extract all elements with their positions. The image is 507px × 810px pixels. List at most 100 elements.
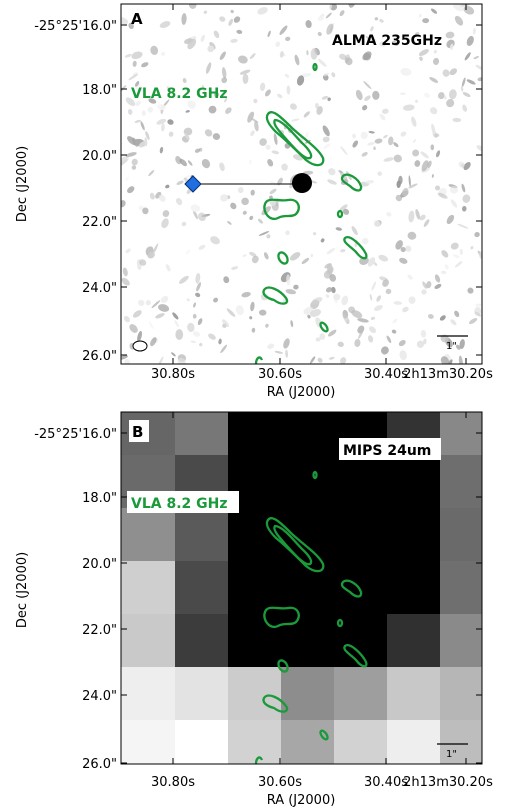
overlay-label: VLA 8.2 GHz [131, 86, 228, 102]
y-tick-label: 24.0" [82, 281, 117, 296]
mips-pixel [121, 667, 176, 721]
y-tick-label: 26.0" [82, 349, 117, 364]
contour [343, 236, 368, 260]
panel-b: 1" B MIPS 24um VLA 8.2 GHz -25°25'16.0" … [15, 411, 493, 808]
x-tick-label: 30.60s [258, 775, 302, 790]
y-tick-label: 20.0" [82, 557, 117, 572]
y-tick-label: 22.0" [82, 623, 117, 638]
mips-pixel [440, 614, 482, 668]
mips-pixel [440, 720, 482, 764]
mips-pixel [175, 561, 229, 615]
mips-pixel-map [121, 412, 482, 764]
mips-pixel [121, 508, 176, 562]
contour [265, 517, 325, 573]
mips-pixel [334, 720, 388, 764]
y-tick-label: 18.0" [82, 491, 117, 506]
contour [263, 606, 300, 629]
x-tick-label: 30.80s [151, 775, 195, 790]
x-tick-label: 30.40s [364, 775, 408, 790]
alma-noise-map [121, 4, 482, 364]
scale-label: 1" [446, 749, 457, 760]
x-tick-label: 2h13m30.20s [403, 367, 493, 382]
mips-pixel [175, 412, 229, 456]
panel-a: 1" A ALMA 235GHz VLA 8.2 GHz -25°25'16.0… [15, 3, 493, 400]
y-axis-label: Dec (J2000) [15, 552, 30, 628]
contour [262, 286, 289, 305]
mips-pixel [387, 508, 441, 562]
contour [262, 694, 289, 713]
x-axis-label: RA (J2000) [267, 385, 336, 400]
panel-a-frame [120, 3, 483, 365]
contour [319, 729, 329, 741]
beam-ellipse-icon [132, 340, 148, 352]
scale-label: 1" [446, 341, 457, 352]
x-tick-label: 30.80s [151, 367, 195, 382]
contour [277, 251, 289, 265]
contour [265, 111, 325, 167]
panel-b-ticks [121, 412, 482, 764]
mips-pixel [387, 667, 441, 721]
mips-pixel [440, 412, 482, 456]
mips-pixel [175, 508, 229, 562]
alma-source [292, 173, 312, 193]
panel-tag: B [132, 423, 143, 441]
mips-pixel [440, 667, 482, 721]
mips-pixel [281, 614, 335, 668]
contour [263, 198, 300, 221]
mips-pixel [228, 667, 282, 721]
mips-pixel [281, 667, 335, 721]
mips-pixel [387, 614, 441, 668]
mips-pixel [281, 720, 335, 764]
band-label: ALMA 235GHz [332, 33, 442, 49]
contour [312, 62, 318, 72]
contour [254, 356, 264, 364]
x-tick-label: 30.40s [364, 367, 408, 382]
contour [277, 659, 289, 673]
mips-pixel [334, 455, 388, 509]
mips-pixel [228, 561, 282, 615]
x-tick-label: 30.60s [258, 367, 302, 382]
mips-pixel [175, 614, 229, 668]
mips-pixel [281, 455, 335, 509]
y-tick-label: -25°25'16.0" [34, 427, 117, 442]
contour [273, 118, 313, 160]
contour [312, 470, 318, 480]
panel-tag: A [131, 10, 143, 28]
mips-pixel [387, 455, 441, 509]
mips-pixel [334, 667, 388, 721]
panel-a-ticks [121, 4, 482, 364]
contour [254, 756, 264, 764]
mips-pixel [334, 561, 388, 615]
mips-pixel [281, 561, 335, 615]
vla-contours-a [254, 62, 368, 364]
mips-pixel [228, 614, 282, 668]
mips-pixel [121, 614, 176, 668]
y-tick-label: 22.0" [82, 215, 117, 230]
vla-contours-b [254, 470, 368, 764]
contour [340, 579, 363, 598]
overlay-label-box [127, 491, 239, 513]
x-tick-label: 2h13m30.20s [403, 775, 493, 790]
mips-pixel [440, 561, 482, 615]
contour [336, 618, 344, 628]
y-tick-label: 18.0" [82, 83, 117, 98]
y-tick-label: -25°25'16.0" [34, 19, 117, 34]
overlay-label: VLA 8.2 GHz [131, 496, 228, 512]
mips-pixel [175, 667, 229, 721]
panel-b-frame [120, 411, 483, 765]
y-tick-label: 26.0" [82, 757, 117, 772]
mips-pixel [281, 412, 335, 456]
contour [343, 644, 368, 668]
y-axis-label: Dec (J2000) [15, 146, 30, 222]
mips-pixel [387, 720, 441, 764]
mips-pixel [121, 720, 176, 764]
panel-tag-box [129, 420, 149, 442]
y-tick-label: 24.0" [82, 689, 117, 704]
band-label-box [339, 438, 441, 460]
mips-pixel [387, 561, 441, 615]
contour [319, 321, 329, 333]
mips-pixel [175, 720, 229, 764]
mips-pixel [440, 508, 482, 562]
x-axis-label: RA (J2000) [267, 793, 336, 808]
